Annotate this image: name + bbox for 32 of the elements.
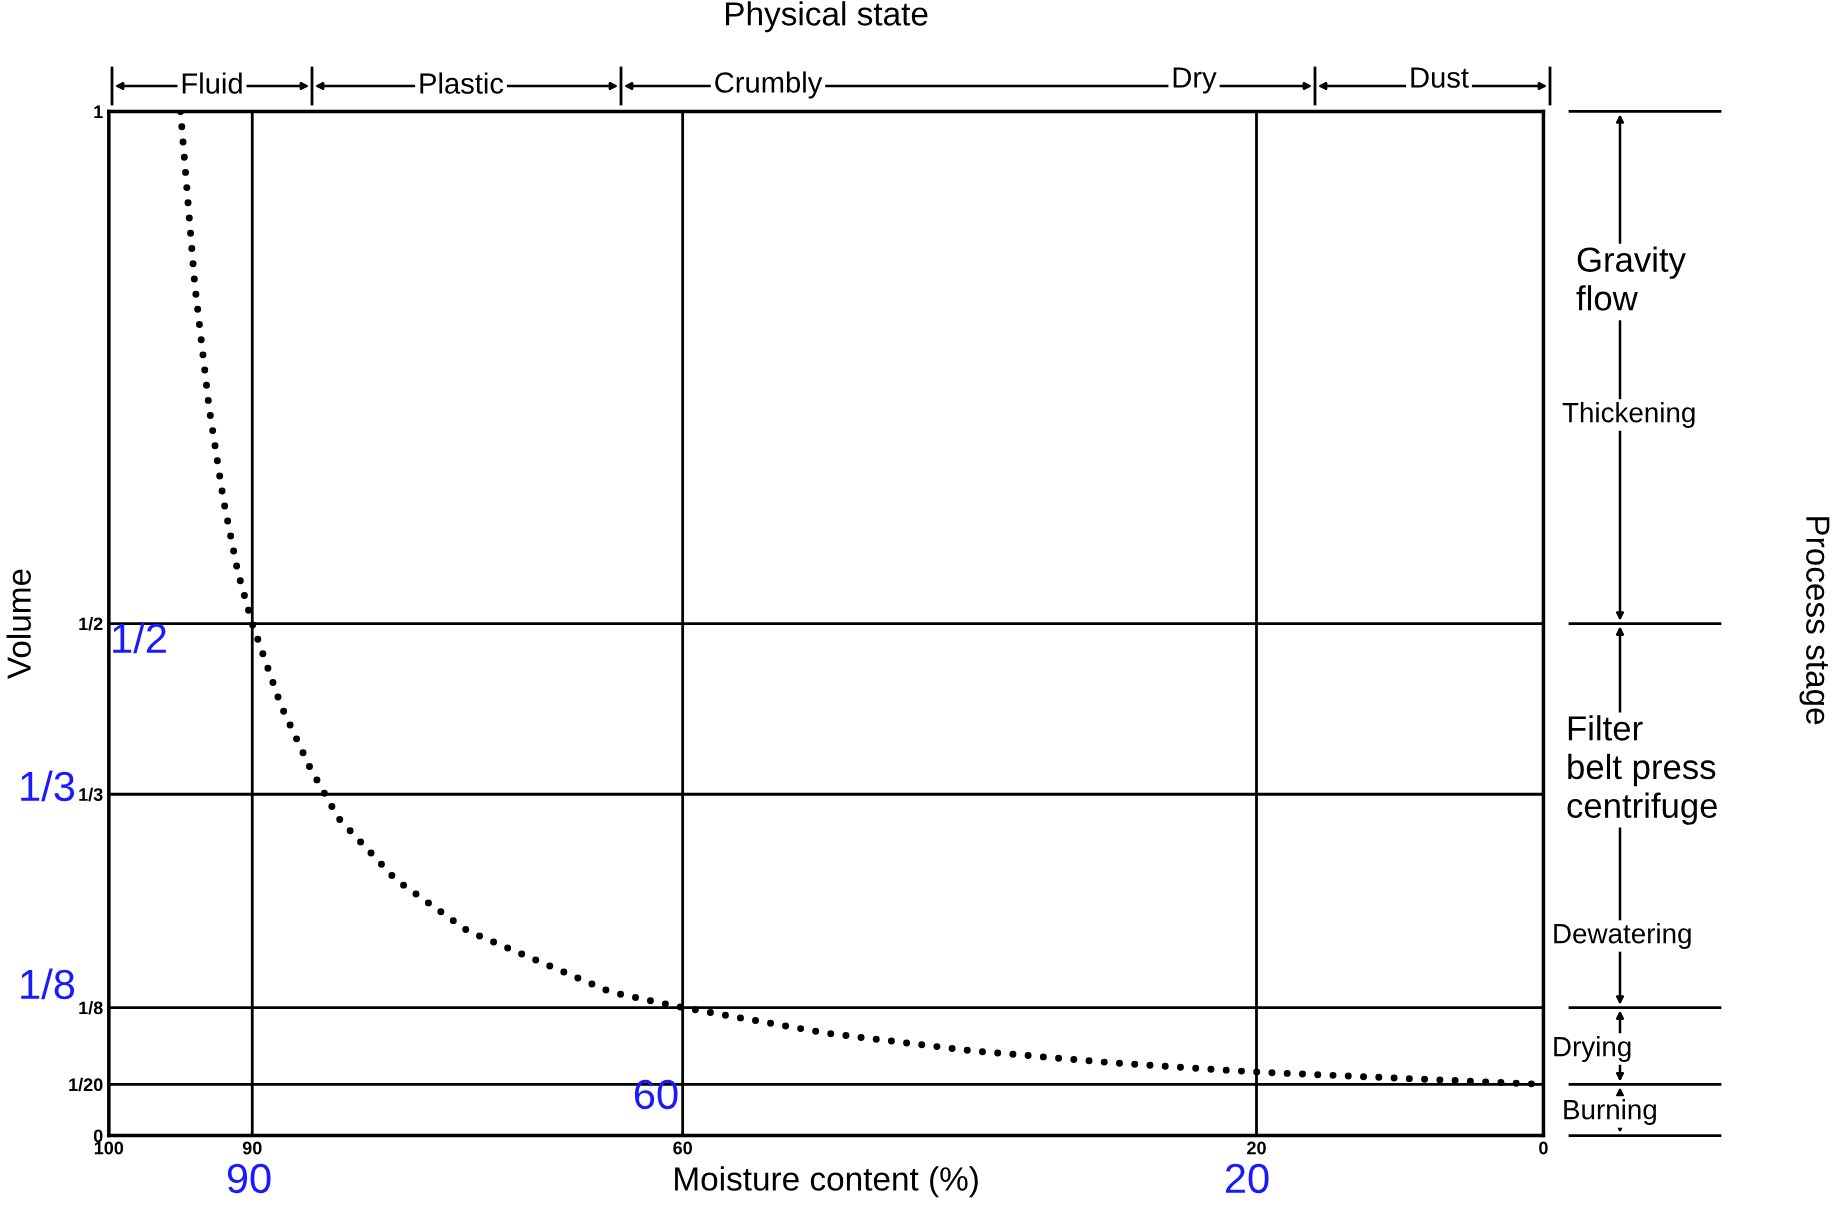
y-tick-label: 1/20: [69, 1077, 103, 1092]
text: Dry: [1173, 67, 1217, 94]
chart-title: Physical state: [726, 1, 928, 33]
x-tick-label: 100: [94, 1141, 124, 1155]
annotation: 1/2: [113, 622, 166, 654]
y-tick-label: 1/8: [79, 1001, 103, 1015]
text: Fluid: [182, 72, 242, 94]
y-tick-label: 1/2: [79, 616, 103, 631]
y-axis-title: Volume: [6, 569, 31, 679]
text: Plastic: [420, 72, 504, 94]
text: Dust: [1411, 67, 1469, 88]
text: Thickening: [1562, 402, 1695, 428]
text: Process stage: [1799, 517, 1830, 725]
x-tick-label: 0: [1539, 1141, 1548, 1155]
text: Crumbly: [715, 71, 823, 99]
text: Gravity flow: [1576, 246, 1686, 311]
text: 1/8: [21, 968, 75, 1000]
y-tick-label: 1: [94, 105, 103, 119]
x-tick-label: 20: [1247, 1141, 1266, 1155]
annotation: 60: [634, 1079, 678, 1110]
text: 1/3: [21, 770, 75, 802]
text: Burning: [1564, 1099, 1656, 1125]
text: Filter belt press centrifuge: [1567, 715, 1717, 825]
y-tick-label: 1/3: [79, 787, 103, 802]
y-tick-label: 0: [93, 1129, 103, 1143]
x-tick-label: 90: [242, 1141, 262, 1155]
text: 90: [227, 1163, 271, 1194]
text: Dewatering: [1554, 923, 1691, 949]
text: 20: [1225, 1163, 1269, 1194]
x-axis-title: Moisture content (%): [675, 1166, 978, 1198]
x-tick-label: 60: [673, 1141, 692, 1155]
text: Drying: [1554, 1036, 1631, 1062]
